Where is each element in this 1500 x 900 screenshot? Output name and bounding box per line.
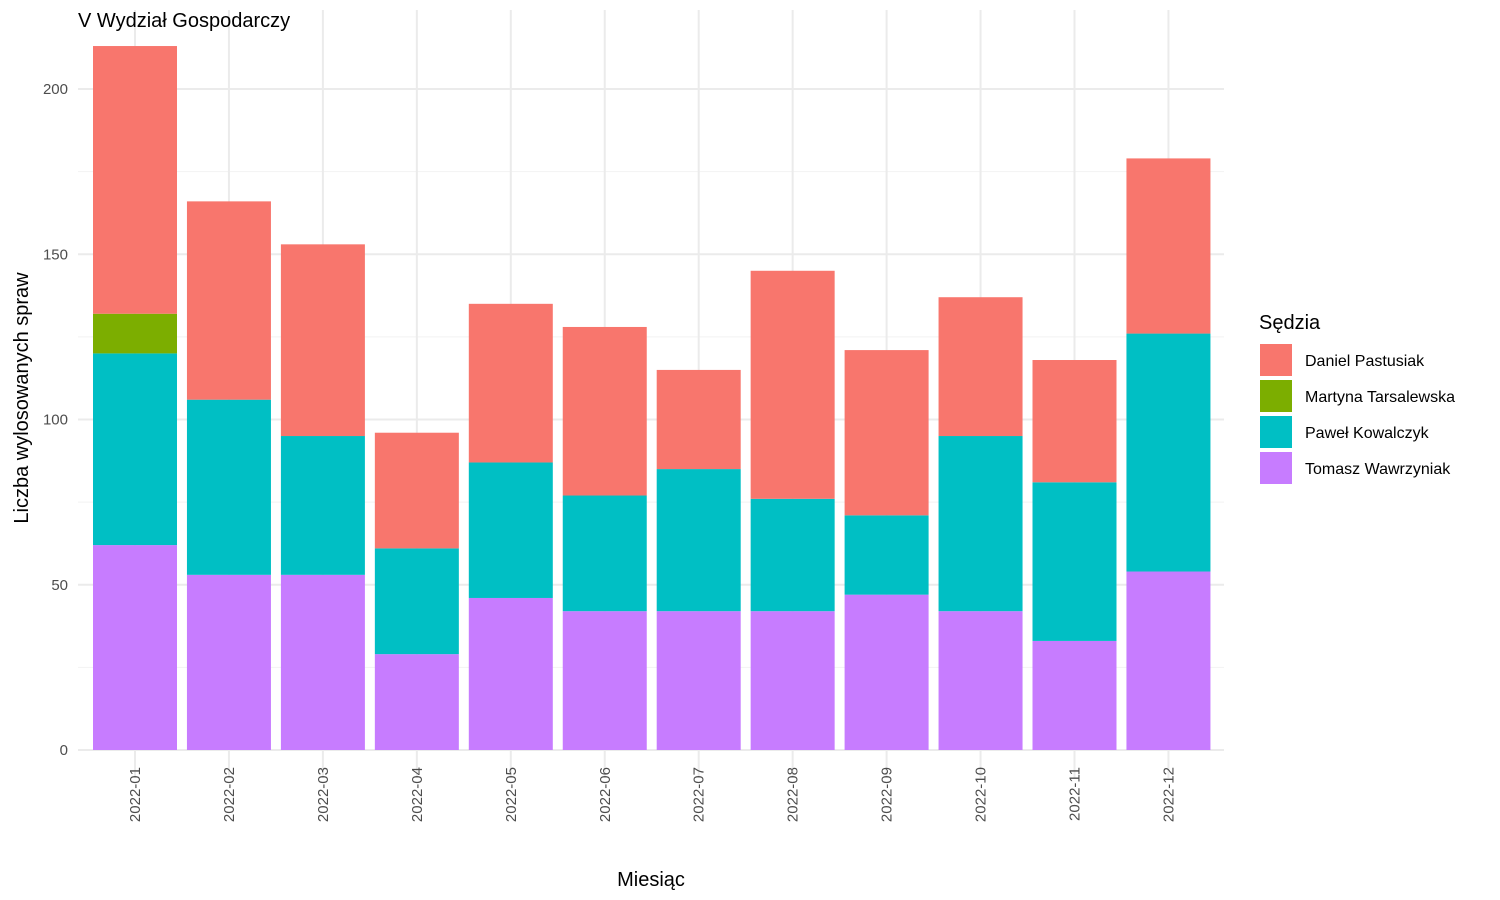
legend-label: Paweł Kowalczyk: [1305, 425, 1430, 442]
bar-segment: [1032, 360, 1117, 483]
bar-segment: [280, 574, 365, 750]
legend: Sędzia Daniel Pastusiak Martyna Tarsalews…: [1259, 312, 1455, 484]
y-tick-label: 150: [43, 246, 68, 263]
bar-segment: [938, 297, 1023, 437]
x-axis-ticks: 2022-01 2022-02 2022-03 2022-04 2022-05 2022-…: [127, 767, 1177, 822]
bar-segment: [280, 436, 365, 575]
y-tick-label: 50: [51, 577, 68, 594]
bar-segment: [844, 515, 929, 595]
chart-title: V Wydział Gospodarczy: [78, 10, 290, 32]
legend-swatch: [1260, 416, 1292, 448]
x-tick-label: 2022-08: [785, 767, 802, 822]
legend-title: Sędzia: [1259, 312, 1321, 334]
legend-swatch: [1260, 380, 1292, 412]
bar-segment: [750, 270, 835, 499]
bar-segment: [1126, 333, 1211, 572]
y-axis-title: Liczba wylosowanych spraw: [11, 272, 33, 524]
x-axis-title: Miesiąc: [617, 869, 685, 891]
bar-segment: [1126, 571, 1211, 750]
bar-segment: [938, 436, 1023, 612]
bar-segment: [750, 498, 835, 612]
bar-segment: [186, 399, 271, 575]
bar-segment: [1032, 482, 1117, 641]
x-tick-label: 2022-04: [409, 767, 426, 822]
bar-segment: [562, 611, 647, 750]
legend-swatch: [1260, 344, 1292, 376]
bar-segment: [656, 369, 741, 470]
bar-segment: [938, 611, 1023, 750]
bar-segment: [374, 432, 459, 549]
legend-swatch: [1260, 452, 1292, 484]
bar-segment: [1032, 640, 1117, 750]
legend-label: Tomasz Wawrzyniak: [1305, 461, 1451, 478]
bar-segment: [562, 326, 647, 496]
x-tick-label: 2022-07: [691, 767, 708, 822]
bar-segment: [656, 611, 741, 750]
legend-label: Martyna Tarsalewska: [1305, 389, 1455, 406]
bar-segment: [844, 350, 929, 516]
bar-segment: [186, 201, 271, 400]
bar-segment: [186, 574, 271, 750]
bar-segment: [562, 495, 647, 612]
x-tick-label: 2022-10: [973, 767, 990, 822]
bar-segment: [374, 654, 459, 750]
x-tick-label: 2022-03: [315, 767, 332, 822]
legend-label: Daniel Pastusiak: [1305, 353, 1425, 370]
y-tick-label: 200: [43, 81, 68, 98]
bar-segment: [656, 469, 741, 612]
bar-segment: [93, 46, 177, 314]
x-tick-label: 2022-06: [597, 767, 614, 822]
bar-segment: [93, 313, 177, 354]
bar-segment: [93, 545, 177, 750]
bar-segment: [468, 303, 553, 463]
y-tick-label: 100: [43, 412, 68, 429]
y-tick-label: 0: [60, 742, 68, 759]
x-tick-label: 2022-12: [1160, 767, 1177, 822]
bar-segment: [750, 611, 835, 750]
legend-items: Daniel Pastusiak Martyna Tarsalewska Paweł…: [1260, 344, 1455, 484]
bar-segment: [468, 462, 553, 598]
bar-segment: [844, 594, 929, 750]
x-tick-label: 2022-01: [127, 767, 144, 822]
bar-segment: [280, 244, 365, 437]
bar-segment: [374, 548, 459, 655]
bar-segment: [468, 597, 553, 750]
y-axis-ticks: 0 50 100 150 200: [43, 81, 68, 759]
x-tick-label: 2022-02: [221, 767, 238, 822]
x-tick-label: 2022-09: [879, 767, 896, 822]
bar-segment: [93, 353, 177, 546]
bar-stacks: [93, 46, 1211, 750]
bar-segment: [1126, 158, 1211, 334]
x-tick-label: 2022-05: [503, 767, 520, 822]
x-tick-label: 2022-11: [1067, 767, 1084, 821]
